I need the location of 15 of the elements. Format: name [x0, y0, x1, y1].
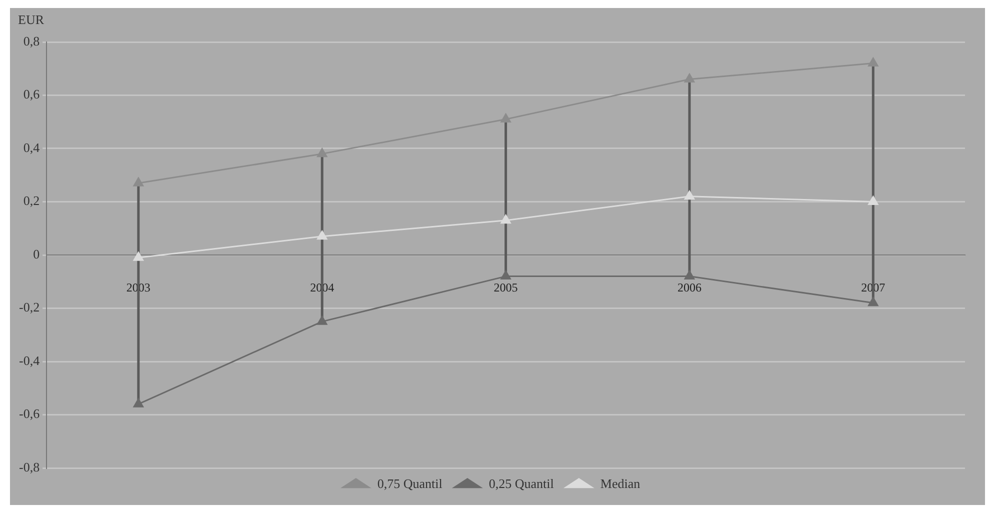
legend-label: 0,75 Quantil — [377, 476, 443, 491]
y-tick-label: 0,6 — [23, 86, 40, 102]
x-tick-label: 2006 — [677, 280, 702, 294]
y-tick-label: -0,6 — [18, 406, 40, 422]
y-tick-label: 0 — [33, 246, 40, 262]
x-tick-label: 2005 — [494, 280, 518, 294]
y-tick-label: 0,2 — [23, 193, 40, 208]
y-tick-label: 0,8 — [23, 33, 40, 48]
y-tick-label: -0,8 — [18, 459, 40, 474]
y-tick-label: -0,2 — [18, 300, 40, 315]
y-axis-title: EUR — [18, 12, 44, 27]
y-tick-label: -0,4 — [18, 352, 40, 368]
legend-label: Median — [600, 476, 641, 491]
y-tick-label: 0,4 — [23, 140, 40, 155]
legend-label: 0,25 Quantil — [488, 476, 554, 491]
